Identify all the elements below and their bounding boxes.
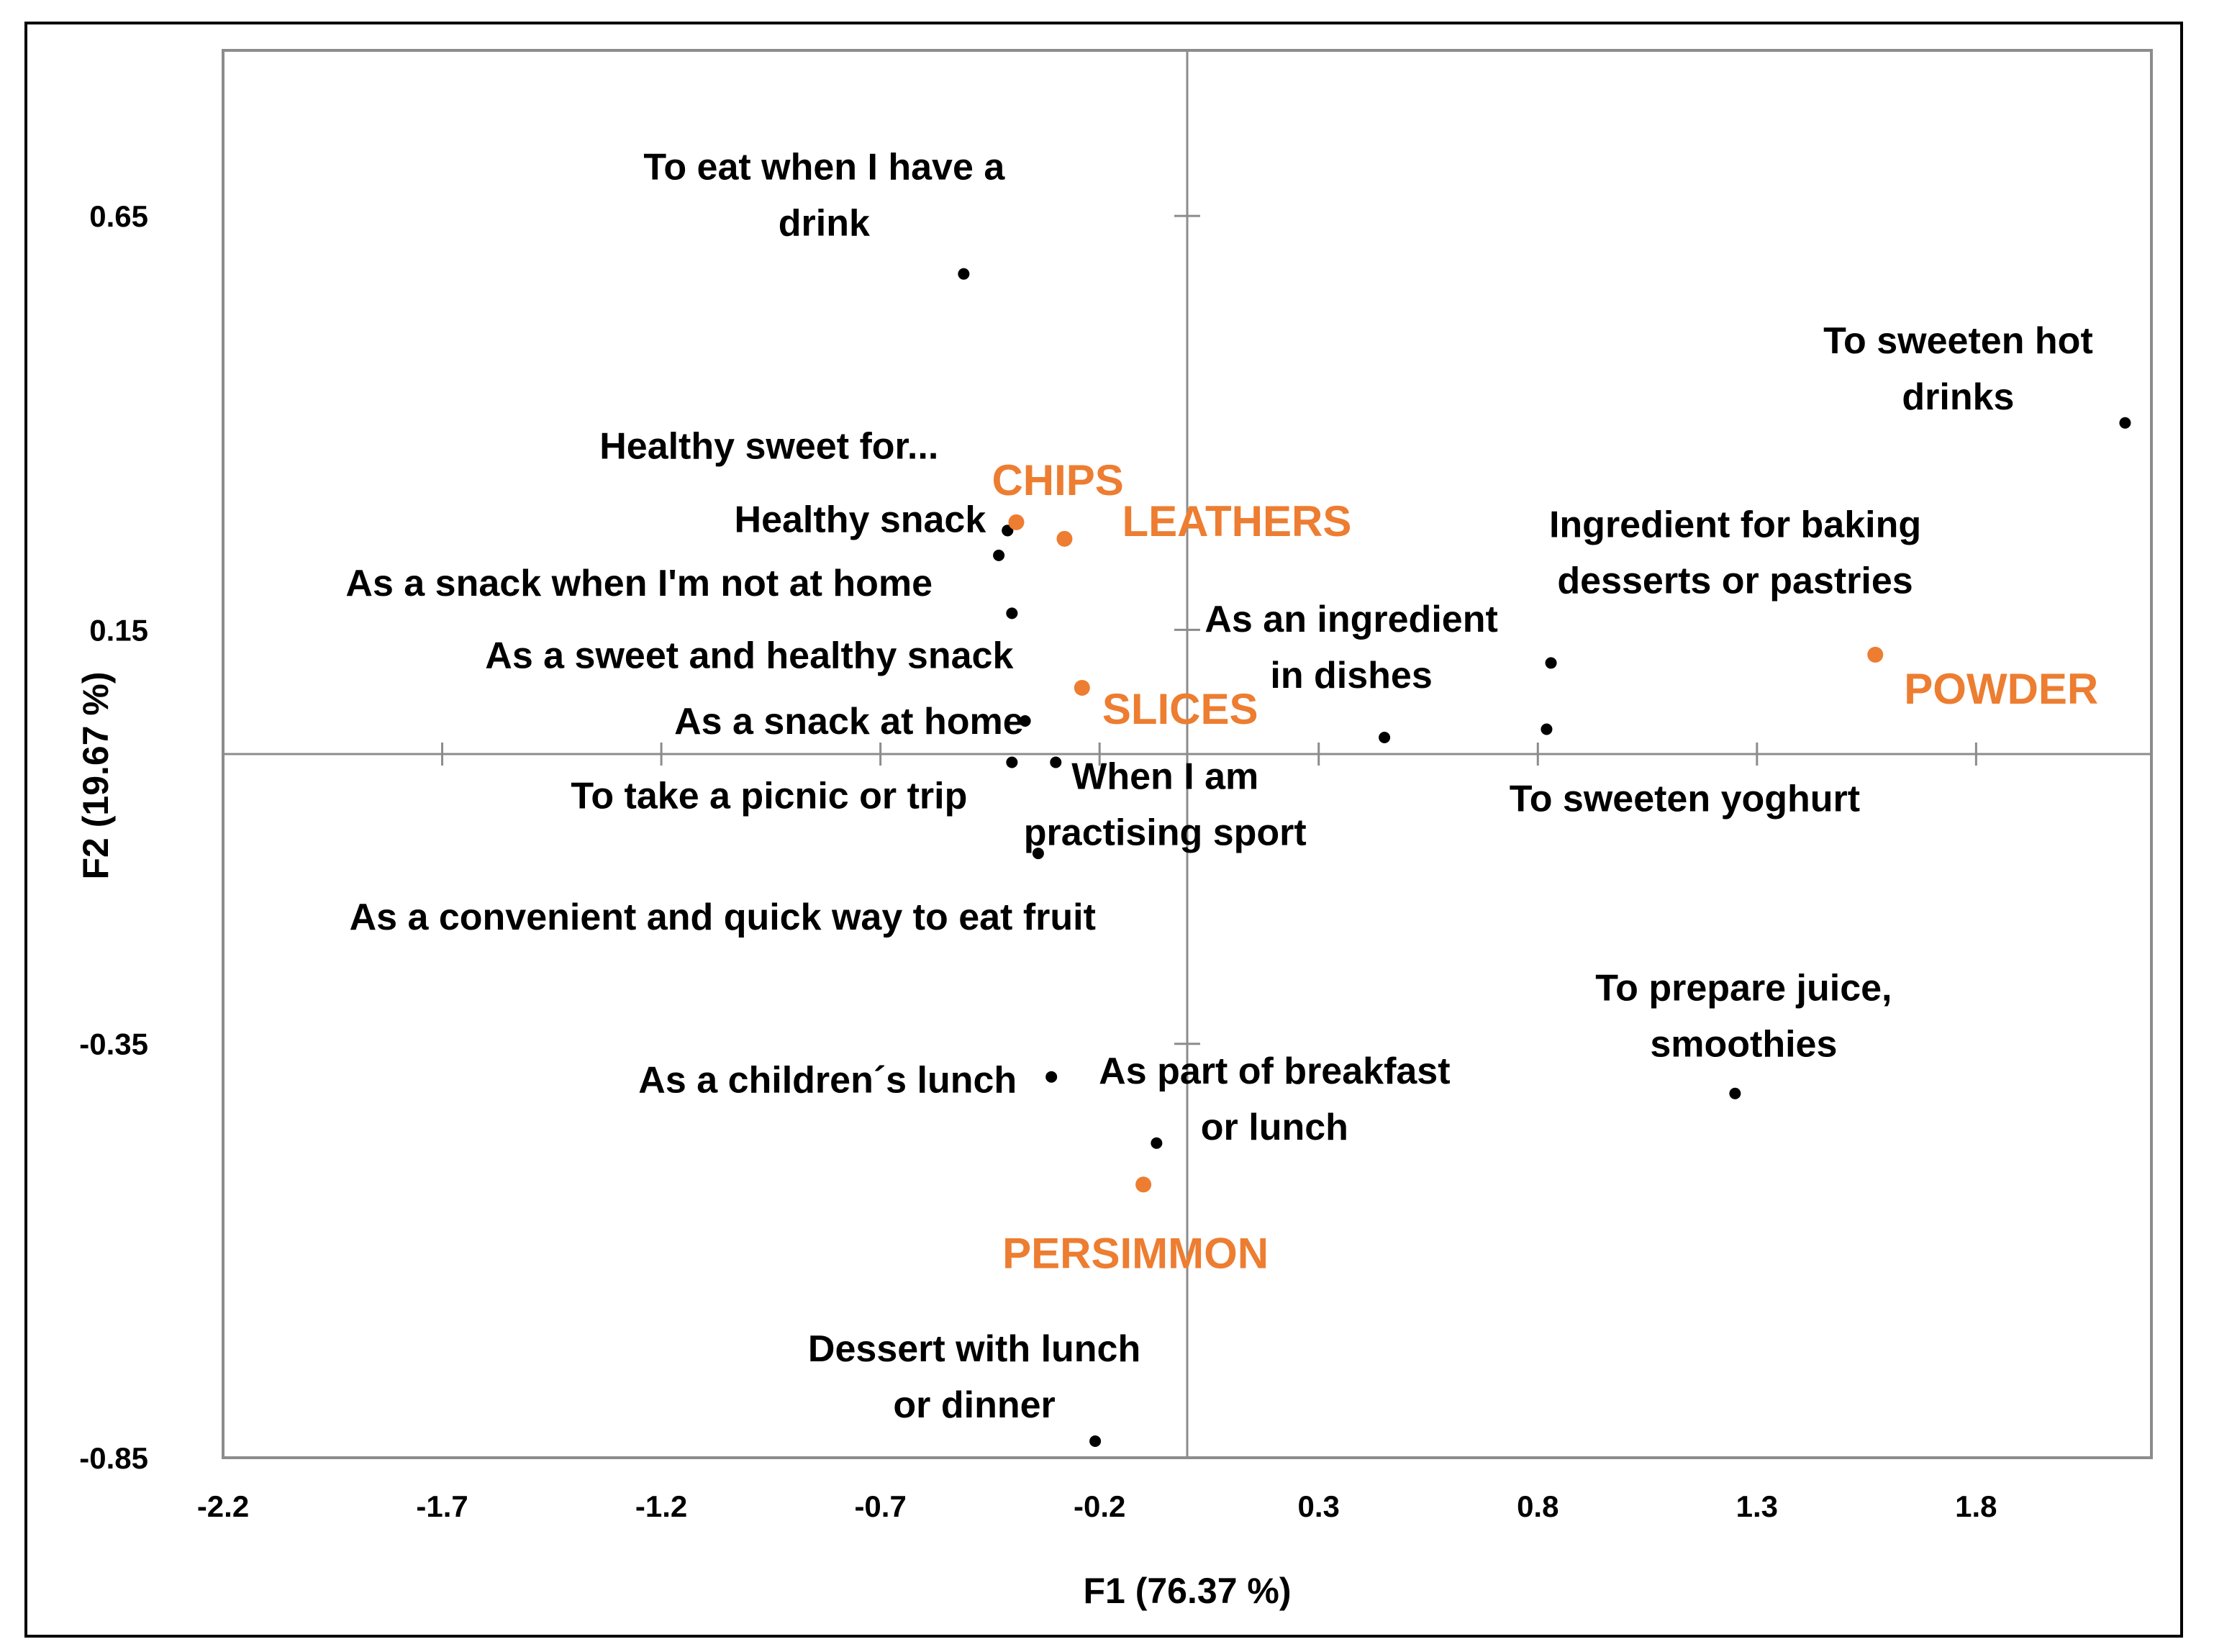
usage-point [1089,1435,1102,1447]
usage-label: To sweeten yoghurt [1510,778,1860,820]
usage-label: As a snack at home [674,701,1024,743]
usage-label: As a sweet and healthy snack [485,635,1013,676]
usage-point [1019,714,1031,727]
chart-frame [24,22,2183,1638]
x-tick-label: 1.3 [1736,1489,1778,1523]
usage-label: To take a picnic or trip [571,776,967,817]
usage-label: As part of breakfast or lunch [1099,1050,1450,1148]
usage-label: As a snack when I'm not at home [345,563,933,604]
product-point [1008,514,1025,530]
product-point [1056,530,1073,547]
usage-point [1379,731,1391,743]
x-tick-label: -0.2 [1074,1489,1125,1523]
usage-label: When I am practising sport [1024,756,1307,854]
usage-point [958,268,970,280]
x-axis-title: F1 (76.37 %) [1083,1571,1291,1611]
usage-point [1541,723,1553,735]
product-point [1867,646,1884,663]
x-tick-label: 1.8 [1955,1489,1997,1523]
usage-point [1151,1137,1163,1149]
usage-label: To prepare juice, smoothies [1595,968,1892,1066]
usage-point [1545,657,1557,669]
usage-label: Healthy sweet for... [599,425,938,467]
x-tick-label: -1.7 [416,1489,468,1523]
product-label: PERSIMMON [1002,1229,1269,1277]
product-point [1074,679,1090,696]
x-tick-label: -1.2 [635,1489,687,1523]
product-label: LEATHERS [1122,497,1351,545]
x-tick-label: 0.8 [1517,1489,1559,1523]
product-point [1135,1176,1152,1193]
y-tick-label: 0.65 [89,199,148,233]
point-labels: To eat when I have a drink To sweeten hot d… [345,147,2098,1426]
product-label: SLICES [1102,685,1258,733]
usage-label: To sweeten hot drinks [1823,320,2093,418]
usage-point [2119,417,2131,429]
product-label: CHIPS [992,456,1123,504]
y-axis-title: F2 (19.67 %) [76,671,116,879]
usage-point [1006,607,1018,620]
x-tick-label: 0.3 [1298,1489,1340,1523]
usage-point [1032,848,1044,860]
usage-label: As a children´s lunch [638,1060,1017,1102]
data-points [958,268,2131,1447]
axis-ticks: -2.2 -1.7 -1.2 -0.7 -0.2 0.3 0.8 1.3 1.8 0.65 0.15… [79,199,1997,1523]
product-label: POWDER [1904,665,2098,713]
usage-point [1002,525,1014,537]
usage-point [1729,1087,1741,1099]
y-tick-label: -0.35 [79,1027,148,1061]
x-tick-label: -0.7 [854,1489,906,1523]
usage-label: Dessert with lunch or dinner [808,1328,1140,1426]
x-tick-label: -2.2 [197,1489,249,1523]
usage-point [1050,756,1062,768]
usage-point [1006,756,1018,768]
usage-label: As a convenient and quick way to eat fru… [350,897,1096,938]
y-tick-label: 0.15 [89,613,148,647]
usage-point [1045,1071,1058,1083]
usage-label: To eat when I have a drink [643,147,1005,245]
y-tick-label: -0.85 [79,1441,148,1475]
usage-point [993,549,1005,561]
usage-label: Healthy snack [735,499,986,540]
usage-label: Ingredient for baking desserts or pastrie… [1549,504,1921,602]
usage-label: As an ingredient in dishes [1204,599,1497,696]
